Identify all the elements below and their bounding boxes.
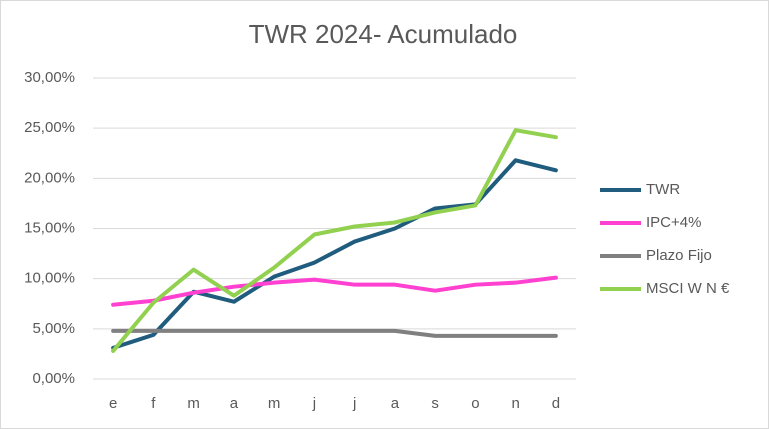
x-tick-label: n — [511, 395, 519, 412]
x-tick-label: m — [187, 395, 200, 412]
x-tick-label: s — [431, 395, 439, 412]
x-tick-label: j — [312, 395, 316, 412]
legend-label: TWR — [646, 181, 680, 198]
x-tick-label: o — [471, 395, 479, 412]
chart-title: TWR 2024- Acumulado — [249, 19, 518, 49]
y-tick-label: 20,00% — [24, 169, 75, 186]
y-tick-label: 15,00% — [24, 219, 75, 236]
legend-label: Plazo Fijo — [646, 247, 712, 264]
legend-label: MSCI W N € — [646, 280, 730, 297]
x-tick-label: d — [552, 395, 560, 412]
x-tick-label: a — [391, 395, 400, 412]
y-tick-label: 10,00% — [24, 270, 75, 287]
x-tick-label: a — [230, 395, 239, 412]
series-line — [111, 128, 558, 353]
y-tick-label: 5,00% — [32, 320, 75, 337]
x-tick-label: m — [268, 395, 281, 412]
x-tick-label: e — [109, 395, 117, 412]
series-line — [111, 328, 558, 338]
y-tick-label: 30,00% — [24, 69, 75, 86]
x-tick-label: j — [352, 395, 356, 412]
x-tick-label: f — [151, 395, 156, 412]
y-tick-label: 25,00% — [24, 119, 75, 136]
legend-label: IPC+4% — [646, 214, 701, 231]
series-line — [111, 275, 558, 307]
y-tick-label: 0,00% — [32, 370, 75, 387]
